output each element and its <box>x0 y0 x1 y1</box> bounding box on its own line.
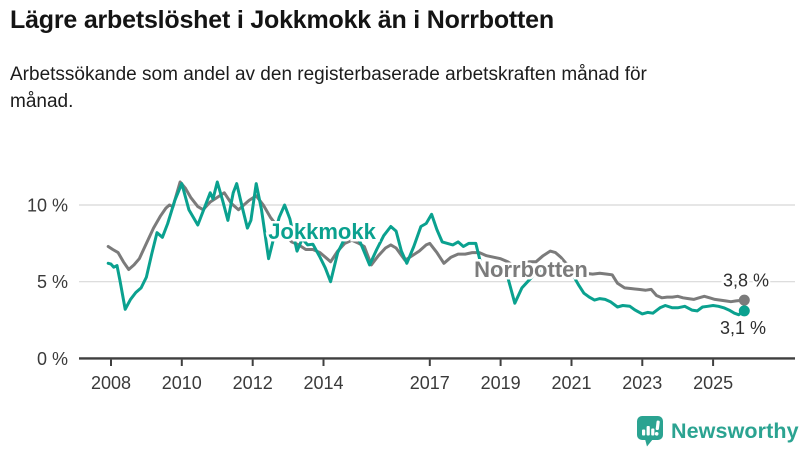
newsworthy-logo: Newsworthy <box>636 413 799 449</box>
jokkmokk-series-label: Jokkmokk <box>268 219 376 244</box>
jokkmokk-line <box>106 180 746 317</box>
y-axis-tick-label: 10 % <box>27 196 68 216</box>
norrbotten-end-value-label: 3,8 % <box>723 271 769 291</box>
y-axis-labels: 10 % 5 % 0 % <box>27 196 68 369</box>
x-axis-tick-marks <box>110 359 715 366</box>
y-axis-tick-label: 0 % <box>37 349 68 369</box>
x-axis-tick-label: 2008 <box>91 373 131 393</box>
x-axis-labels: 2008 2010 2012 2014 2017 2019 2021 2023 2025 <box>91 373 733 393</box>
x-axis-tick-label: 2014 <box>303 373 343 393</box>
newsworthy-logo-text: Newsworthy <box>671 418 799 443</box>
x-axis-tick-label: 2021 <box>551 373 591 393</box>
x-axis-tick-label: 2019 <box>481 373 521 393</box>
jokkmokk-end-value-label: 3,1 % <box>720 318 766 338</box>
page-title: Lägre arbetslöshet i Jokkmokk än i Norrb… <box>10 6 554 34</box>
x-axis-tick-label: 2025 <box>693 373 733 393</box>
y-axis-tick-label: 5 % <box>37 272 68 292</box>
jokkmokk-end-dot <box>738 305 750 317</box>
x-axis-tick-label: 2023 <box>622 373 662 393</box>
norrbotten-end-dot <box>738 294 750 306</box>
norrbotten-line <box>106 180 746 304</box>
x-axis-tick-label: 2012 <box>233 373 273 393</box>
newsworthy-logo-icon <box>637 416 663 447</box>
gridlines <box>79 204 795 283</box>
x-axis-tick-label: 2017 <box>410 373 450 393</box>
norrbotten-series-label: Norrbotten <box>474 257 588 282</box>
x-axis-tick-label: 2010 <box>162 373 202 393</box>
chart-subtitle: Arbetssökande som andel av den registerb… <box>10 64 647 112</box>
